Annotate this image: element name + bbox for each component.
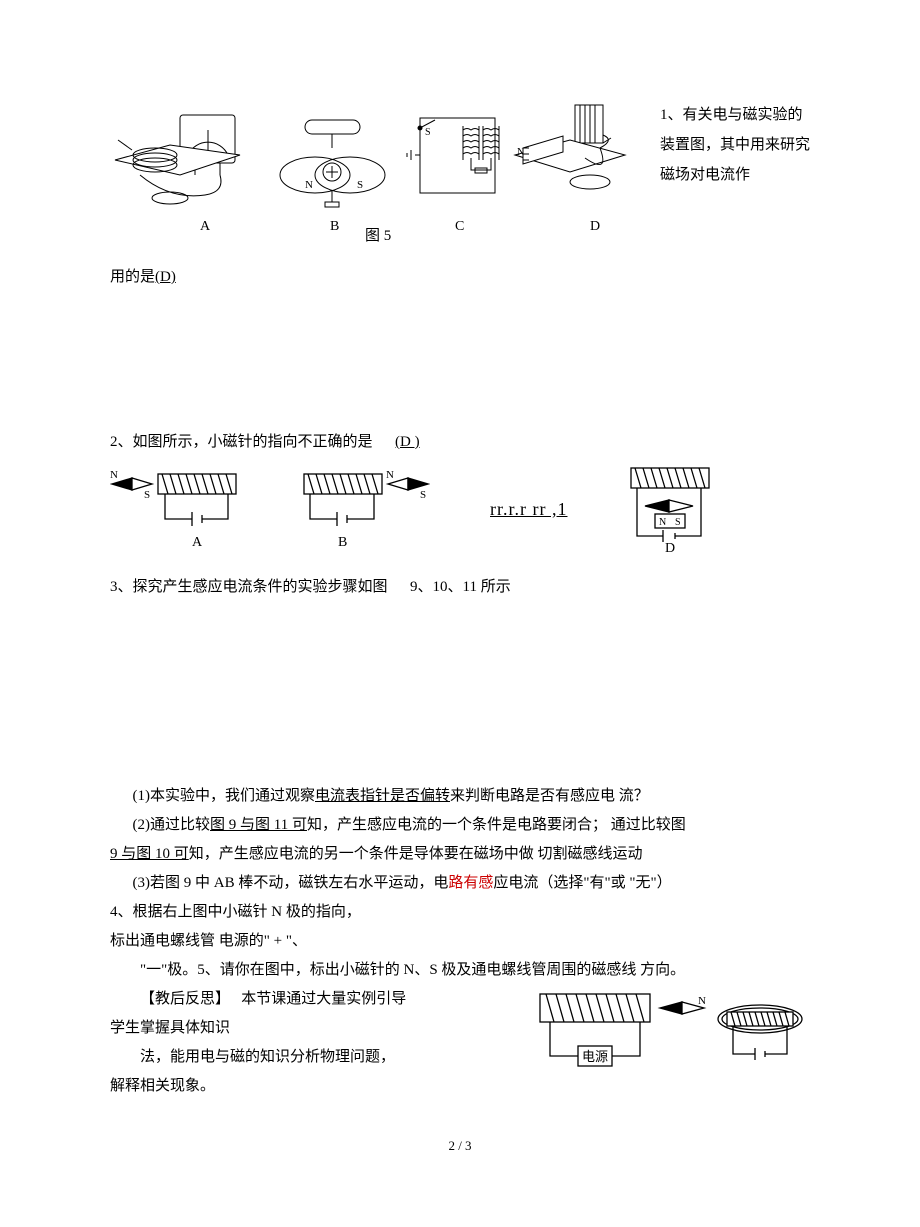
figure-5-svg: A N S B 图 5 S [110, 100, 640, 260]
q1-continue: 用的是(D) [110, 264, 810, 291]
label-a: A [200, 219, 211, 234]
reflect-d: 解释相关现象。 [110, 1073, 500, 1100]
q2-fig-b: N S B [300, 464, 430, 554]
q2-rr-text: rr.r.r rr ,1 [490, 493, 567, 525]
q2-answer: (D ) [395, 434, 420, 450]
svg-text:S: S [675, 517, 681, 528]
svg-text:S: S [420, 489, 426, 501]
svg-text:D: D [665, 541, 675, 554]
p2b-u1: 9 与图 10 可 [110, 846, 189, 862]
q2-wrapper: 2、如图所示，小磁针的指向不正确的是 (D ) N S A [110, 429, 810, 554]
svg-text:B: B [338, 535, 347, 550]
spacer-2 [110, 601, 810, 781]
q5-line: "一"极。5、请你在图中，标出小磁针的 N、S 极及通电螺线管周围的磁感线 方向… [110, 957, 810, 984]
figure-5-caption: 图 5 [365, 227, 391, 244]
reflection-text: 【教后反思】 本节课通过大量实例引导 学生掌握具体知识 法，能用电与磁的知识分析… [110, 984, 500, 1100]
p1-u1: 电流表指针是否偏转 [315, 788, 450, 804]
svg-text:N: N [386, 469, 394, 481]
q2-figures: N S A N [110, 464, 810, 554]
svg-text:S: S [144, 489, 150, 501]
power-label: 电源 [582, 1049, 608, 1064]
q2-text: 2、如图所示，小磁针的指向不正确的是 [110, 434, 373, 450]
figure-5-container: A N S B 图 5 S [110, 100, 640, 260]
p2-u1: 图 9 与图 11 可 [210, 817, 307, 833]
question-1-row: A N S B 图 5 S [110, 100, 810, 260]
svg-text:S: S [425, 127, 431, 138]
label-d: D [590, 219, 600, 234]
q2-fig-a: N S A [110, 464, 240, 554]
bottom-figures: 电源 N [530, 984, 810, 1104]
reflect-label: 【教后反思】 [140, 991, 230, 1007]
reflect-b: 学生掌握具体知识 [110, 1015, 500, 1042]
para-2b: 9 与图 10 可知，产生感应电流的另一个条件是导体要在磁场中做 切割磁感线运动 [110, 841, 810, 868]
q2-fig-d: N S D [627, 464, 757, 554]
spacer-1 [110, 291, 810, 421]
q4-line: 4、根据右上图中小磁针 N 极的指向， [110, 899, 810, 926]
para-1: (1)本实验中，我们通过观察电流表指针是否偏转来判断电路是否有感应电 流？ [110, 783, 810, 810]
q3-figs: 9、10、11 所示 [410, 579, 511, 595]
svg-text:N: N [517, 147, 524, 158]
label-b: B [330, 219, 339, 234]
q1-aside-text: 1、有关电与磁实验的装置图，其中用来研究磁场对电流作 [660, 100, 810, 190]
q1-continue-text: 用的是 [110, 269, 155, 285]
svg-text:A: A [192, 535, 203, 550]
q4b-line: 标出通电螺线管 电源的" + "、 [110, 928, 810, 955]
para-2: (2)通过比较图 9 与图 11 可知，产生感应电流的一个条件是电路要闭合； 通… [110, 812, 810, 839]
bottom-row: 【教后反思】 本节课通过大量实例引导 学生掌握具体知识 法，能用电与磁的知识分析… [110, 984, 810, 1104]
q3-text: 3、探究产生感应电流条件的实验步骤如图 [110, 579, 388, 595]
reflect-c: 法，能用电与磁的知识分析物理问题， [110, 1044, 500, 1071]
question-2: 2、如图所示，小磁针的指向不正确的是 (D ) [110, 429, 810, 456]
svg-text:N: N [698, 995, 706, 1007]
page-number: 2 / 3 [110, 1134, 810, 1157]
label-c: C [455, 219, 464, 234]
question-3: 3、探究产生感应电流条件的实验步骤如图 9、10、11 所示 [110, 574, 810, 601]
svg-text:S: S [357, 179, 363, 191]
p3-red: 路有感 [448, 875, 493, 891]
q1-answer: (D) [155, 269, 176, 285]
svg-text:N: N [305, 179, 313, 191]
svg-text:N: N [110, 469, 118, 481]
svg-text:N: N [659, 517, 666, 528]
para-3: (3)若图 9 中 AB 棒不动，磁铁左右水平运动，电路有感应电流（选择"有"或… [110, 870, 810, 897]
reflect-a: 本节课通过大量实例引导 [241, 991, 406, 1007]
